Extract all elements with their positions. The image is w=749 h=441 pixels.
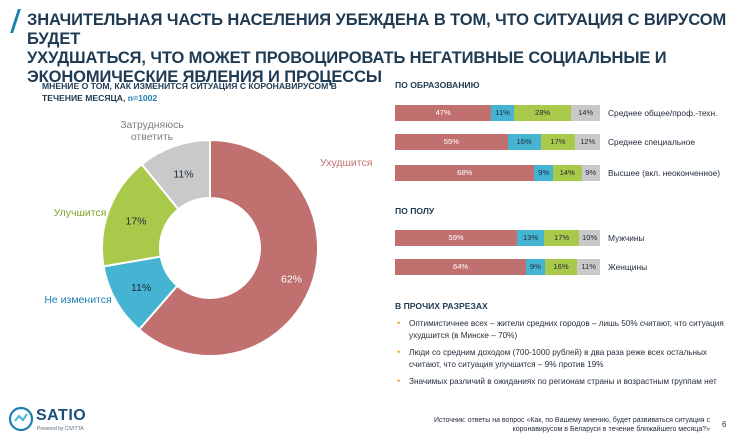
bar-segment: 59% [395,230,518,246]
page-title: ЗНАЧИТЕЛЬНАЯ ЧАСТЬ НАСЕЛЕНИЯ УБЕЖДЕНА В … [27,11,727,87]
gender-section-title: ПО ПОЛУ [395,206,435,216]
bar-segment: 17% [540,134,576,150]
bar-segment: 16% [544,259,578,275]
stacked-bar: 68% 9% 14% 9% [395,165,600,181]
title-accent-slash [11,9,20,33]
other-section-title: В ПРОЧИХ РАЗРЕЗАХ [395,301,488,311]
bar-segment: 14% [552,165,582,181]
bar-segment: 64% [395,259,527,275]
slice-worse [137,138,319,357]
bar-segment: 14% [571,105,600,121]
stacked-bar-row: 55% 16% 17% 12% Среднее специальное [395,134,735,150]
donut-category-label: Улучшится [54,207,107,219]
page-title-line-2: УХУДШАТЬСЯ, ЧТО МОЖЕТ ПРОВОЦИРОВАТЬ НЕГА… [27,49,667,67]
donut-category-label: Затрудняюсь [120,119,184,131]
bar-segment: 9% [581,165,600,181]
donut-value-label: 11% [173,169,193,181]
slice-better [101,162,180,268]
stacked-bar-row: 47% 11% 28% 14% Среднее общее/проф.-техн. [395,105,735,121]
bar-segment: 68% [395,165,535,181]
bar-segment: 11% [577,259,600,275]
page-title-line-3: ЭКОНОМИЧЕСКИЕ ЯВЛЕНИЯ И ПРОЦЕССЫ [27,68,382,86]
bullet-item: • Люди со средним доходом (700-1000 рубле… [397,347,707,369]
bar-segment: 9% [534,165,553,181]
bar-segment: 10% [579,230,600,246]
donut-category-label: ответить [131,131,174,143]
bar-category-label: Женщины [608,262,648,272]
stacked-bar: 64% 9% 16% 11% [395,259,600,275]
donut-subtitle-text: МНЕНИЕ О ТОМ, КАК ИЗМЕНИТСЯ СИТУАЦИЯ С К… [42,81,337,103]
donut-chart: 62% Ухудшится 11% Не изменится 17% Улучшится 1… [44,119,372,357]
bar-category-label: Среднее общее/проф.-техн. [608,108,718,118]
donut-value-label: 17% [125,215,146,227]
bullet-item: • Значимых различий в ожиданиях по регион… [397,376,717,386]
bar-segment: 13% [517,230,545,246]
donut-value-label: 62% [281,273,302,285]
bullet-item: • Оптимистичнее всех – жители средних гор… [397,318,724,340]
education-section-title: ПО ОБРАЗОВАНИЮ [395,80,480,90]
bar-category-label: Мужчины [608,233,645,243]
bar-segment: 17% [544,230,580,246]
bar-category-label: Высшее (вкл. неоконченное) [608,168,721,178]
page-number: 6 [722,420,727,429]
donut-category-label: Не изменится [44,294,111,306]
bar-segment: 9% [526,259,545,275]
bar-segment: 47% [395,105,492,121]
bar-segment: 12% [575,134,600,150]
bar-segment: 55% [395,134,508,150]
donut-value-label: 11% [131,282,151,294]
stacked-bar-row: 68% 9% 14% 9% Высшее (вкл. неоконченное) [395,165,735,181]
bullet-text: Оптимистичнее всех – жители средних горо… [409,319,724,340]
source-note: Источник: ответы на вопрос «Как, по Ваше… [434,417,710,433]
bar-segment: 16% [507,134,541,150]
stacked-bar-row: 64% 9% 16% 11% Женщины [395,259,735,275]
bar-category-label: Среднее специальное [608,137,696,147]
sample-size: n=1002 [127,93,158,103]
bullet-text: Значимых различий в ожиданиях по региона… [409,377,717,386]
stacked-bar: 47% 11% 28% 14% [395,105,600,121]
logo-mark-icon [8,406,34,432]
donut-category-label: Ухудшится [320,157,372,169]
logo-tagline: Powered by CIVITTA [37,426,84,432]
stacked-bar-row: 59% 13% 17% 10% Мужчины [395,230,735,246]
bar-segment: 28% [513,105,572,121]
slice-dk [140,138,211,211]
donut-subtitle: МНЕНИЕ О ТОМ, КАК ИЗМЕНИТСЯ СИТУАЦИЯ С К… [42,80,372,104]
stacked-bar: 55% 16% 17% 12% [395,134,600,150]
page-title-line-1: ЗНАЧИТЕЛЬНАЯ ЧАСТЬ НАСЕЛЕНИЯ УБЕЖДЕНА В … [27,11,727,48]
stacked-bar: 59% 13% 17% 10% [395,230,600,246]
bullet-text: Люди со средним доходом (700-1000 рублей… [409,348,707,369]
other-bullets: • Оптимистичнее всех – жители средних гор… [395,318,725,394]
satio-logo: SATIO Powered by CIVITTA [8,404,98,436]
bar-segment: 11% [491,105,514,121]
logo-name: SATIO [36,407,87,424]
